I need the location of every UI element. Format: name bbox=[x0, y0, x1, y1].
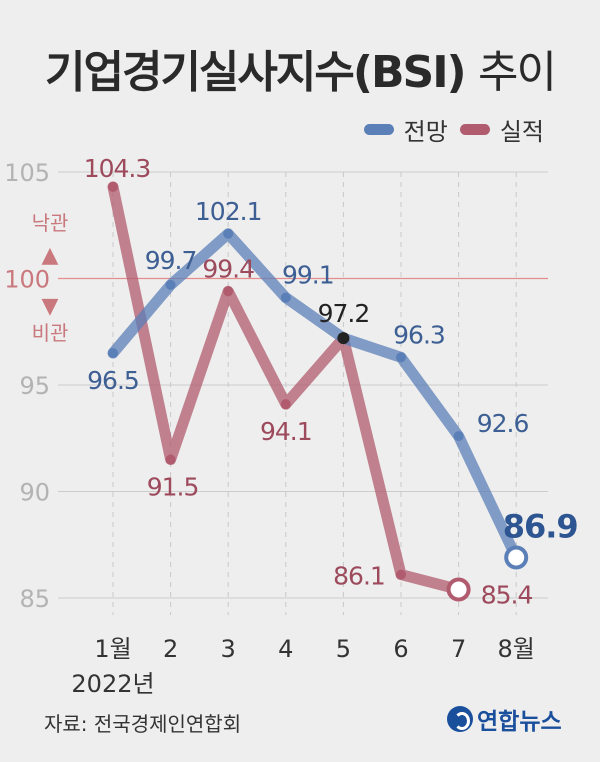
x-tick-label: 7 bbox=[451, 635, 466, 663]
forecast-point bbox=[108, 348, 118, 359]
data-label-actual: 104.3 bbox=[84, 154, 151, 183]
data-label-forecast: 99.7 bbox=[145, 246, 197, 275]
forecast-point bbox=[280, 292, 291, 303]
actual-point bbox=[223, 286, 234, 297]
y-tick-label: 105 bbox=[4, 159, 50, 187]
y-tick-label: 100 bbox=[4, 266, 50, 294]
data-label-actual: 86.1 bbox=[333, 562, 385, 591]
optimism-label: 낙관 bbox=[32, 211, 69, 235]
data-label-actual: 99.4 bbox=[202, 254, 254, 283]
x-tick-label: 1월 bbox=[94, 635, 131, 663]
forecast-point-open bbox=[504, 545, 529, 570]
legend-label-actual: 실적 bbox=[499, 118, 544, 146]
x-tick-label: 5 bbox=[336, 635, 351, 663]
legend-item-forecast: 전망 bbox=[363, 112, 448, 147]
source-note: 자료: 전국경제인연합회 bbox=[44, 712, 242, 736]
x-tick-label: 4 bbox=[278, 635, 293, 663]
pessimism-label: 비관 bbox=[32, 321, 69, 345]
series-line-forecast bbox=[107, 228, 522, 564]
forecast-point bbox=[453, 431, 464, 442]
chart-title-main: 기업경기실사지수(BSI) bbox=[45, 47, 467, 98]
legend-item-actual: 실적 bbox=[459, 112, 544, 147]
x-tick-label: 3 bbox=[221, 635, 236, 663]
forecast-point bbox=[165, 279, 176, 290]
up-arrow-icon: ▲ bbox=[42, 243, 59, 268]
shared-point bbox=[337, 332, 350, 345]
legend-label-forecast: 전망 bbox=[403, 118, 448, 146]
data-label-forecast: 102.1 bbox=[195, 197, 262, 226]
data-label-actual: 85.4 bbox=[481, 580, 533, 609]
year-label: 2022년 bbox=[71, 670, 154, 698]
x-tick-label: 2 bbox=[163, 635, 178, 663]
data-label-forecast: 86.9 bbox=[503, 508, 578, 546]
logo-text: 연합뉴스 bbox=[477, 709, 562, 735]
data-label-forecast: 96.3 bbox=[393, 320, 445, 349]
actual-point bbox=[165, 454, 176, 465]
actual-point-open bbox=[446, 577, 471, 602]
line-chart: 85 90 95 100 105 낙관 ▲ ▼비관 1월 2 3 4 5 6 7 8월 2022년 96.5 99.… bbox=[4, 154, 578, 698]
chart-title-suffix: 추이 bbox=[478, 47, 557, 98]
x-tick-label: 8월 bbox=[498, 635, 535, 663]
data-label-forecast: 97.2 bbox=[318, 299, 370, 328]
actual-point bbox=[108, 181, 118, 192]
publisher-logo: 연합뉴스 bbox=[447, 702, 562, 736]
data-label-forecast: 96.5 bbox=[87, 366, 139, 395]
data-label-forecast: 99.1 bbox=[282, 261, 334, 290]
forecast-point bbox=[396, 352, 406, 363]
legend-swatch-forecast bbox=[363, 124, 394, 135]
chart-title: 기업경기실사지수(BSI) 추이 bbox=[0, 36, 600, 100]
down-arrow-icon: ▼ bbox=[42, 294, 59, 319]
y-tick-label: 90 bbox=[19, 479, 50, 507]
y-tick-label: 95 bbox=[19, 372, 50, 400]
x-tick-label: 6 bbox=[393, 635, 408, 663]
actual-point bbox=[396, 569, 406, 580]
legend-swatch-actual bbox=[459, 124, 490, 135]
y-tick-label: 85 bbox=[19, 585, 50, 613]
data-label-actual: 94.1 bbox=[260, 417, 312, 446]
actual-point bbox=[280, 399, 291, 410]
forecast-point bbox=[223, 228, 234, 239]
data-label-forecast: 92.6 bbox=[477, 409, 529, 438]
yonhap-logo-icon bbox=[447, 706, 473, 732]
data-label-actual: 91.5 bbox=[147, 473, 199, 502]
legend: 전망 실적 bbox=[363, 112, 544, 147]
